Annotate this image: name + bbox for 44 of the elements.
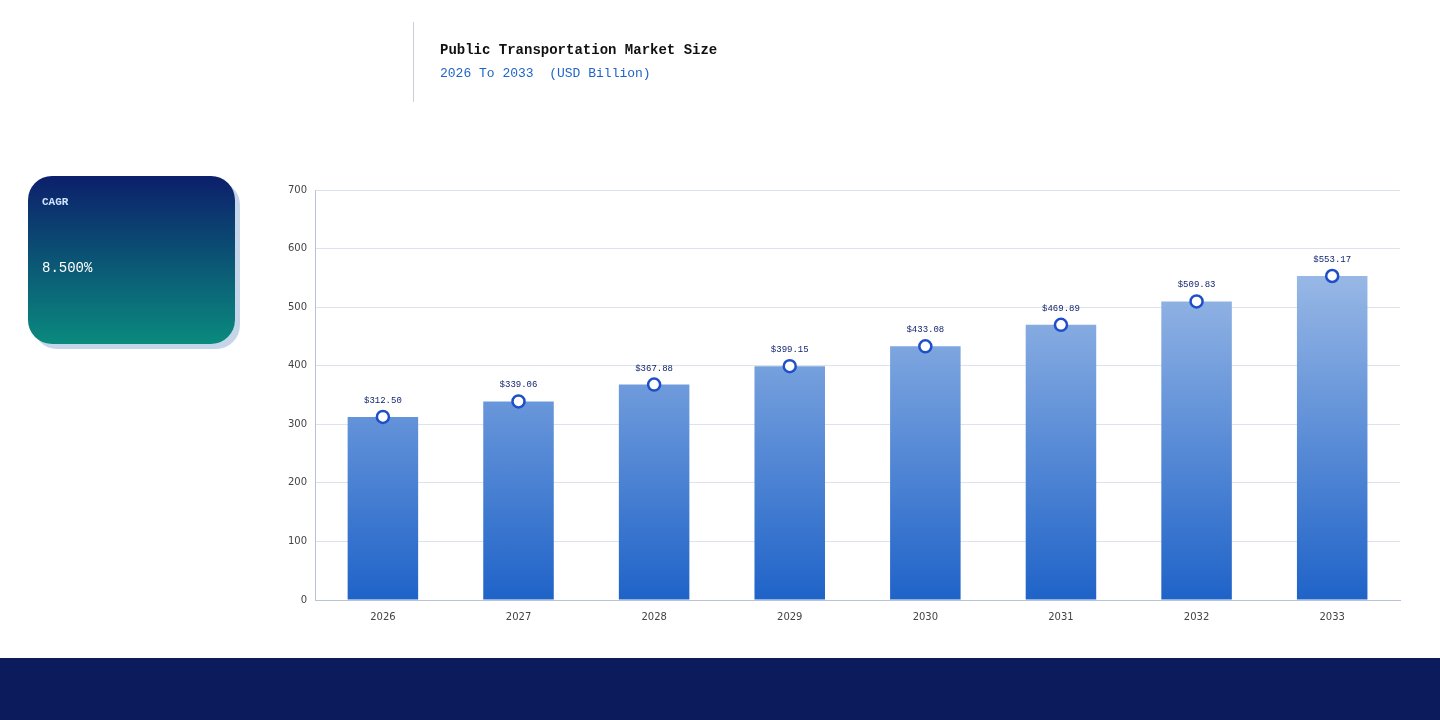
- y-tick-label: 0: [300, 593, 308, 605]
- data-label: $312.50: [363, 395, 402, 406]
- point: [511, 394, 526, 409]
- bar: [890, 346, 961, 600]
- bar: [1296, 276, 1368, 600]
- bar: [1161, 301, 1232, 600]
- x-tick-label: 2027: [505, 610, 532, 622]
- x-tick-label: 2032: [1183, 610, 1210, 622]
- bar: [483, 401, 554, 600]
- y-tick-label: 600: [287, 242, 308, 254]
- x-tick-label: 2029: [777, 610, 803, 622]
- point: [646, 377, 662, 392]
- point: [1189, 294, 1204, 309]
- x-tick-label: 2031: [1048, 610, 1074, 622]
- bar: [347, 416, 419, 600]
- data-label: $339.06: [499, 380, 538, 391]
- data-label: $399.15: [770, 345, 809, 356]
- point: [918, 339, 933, 354]
- point: [1053, 317, 1069, 333]
- x-tick-label: 2026: [370, 610, 396, 622]
- text: 8.500%: [42, 260, 93, 276]
- data-label: $553.17: [1313, 255, 1352, 265]
- y-tick-label: 500: [287, 300, 308, 312]
- y-tick-label: 700: [287, 183, 308, 195]
- x-tick-label: 2030: [912, 610, 939, 622]
- point: [782, 358, 797, 374]
- point: [375, 409, 391, 425]
- x-tick-label: 2033: [1319, 610, 1345, 622]
- text: CAGR: [42, 196, 69, 208]
- y-tick-label: 100: [287, 535, 308, 547]
- y-tick-label: 300: [287, 417, 308, 429]
- point: [1324, 268, 1340, 284]
- y-tick-label: 400: [287, 359, 308, 371]
- data-label: $469.89: [1042, 303, 1080, 314]
- bar: [754, 366, 825, 600]
- y-tick-label: 200: [287, 476, 308, 488]
- x-tick-label: 2028: [641, 610, 667, 622]
- bar: [618, 384, 690, 600]
- data-label: $509.83: [1177, 280, 1216, 291]
- bar: [1025, 324, 1097, 600]
- chart-title: Public Transportation Market Size: [440, 42, 718, 58]
- data-label: $367.88: [635, 363, 674, 374]
- chart-subtitle: 2026 To 2033 (USD Billion): [440, 66, 652, 81]
- data-label: $433.08: [906, 325, 945, 336]
